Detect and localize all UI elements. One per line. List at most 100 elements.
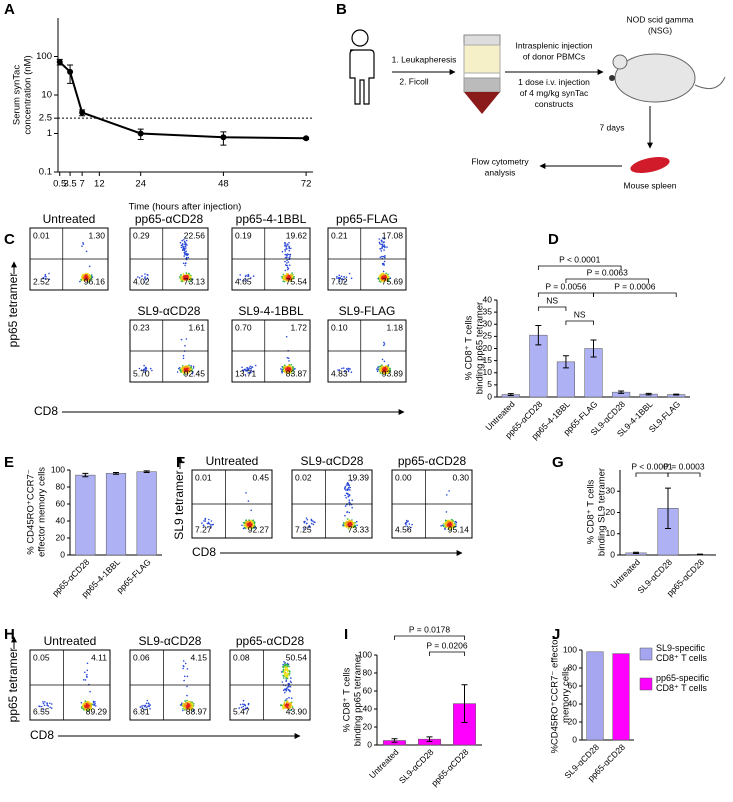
event-dot <box>281 250 284 253</box>
event-dot <box>383 238 386 240</box>
event-dot <box>286 686 289 688</box>
event-dot <box>186 668 189 670</box>
quadrant-label: 75.54 <box>286 276 308 286</box>
error-bar <box>645 392 652 396</box>
event-dot <box>148 705 150 707</box>
event-dot <box>186 707 188 709</box>
event-dot <box>151 369 153 372</box>
point <box>67 68 74 75</box>
y-tick-label: 100 <box>36 51 52 62</box>
event-dot <box>81 245 83 247</box>
quadrant-label: 0.29 <box>133 230 150 240</box>
event-dot <box>288 246 291 249</box>
significance-label: P < 0.0001 <box>559 254 600 264</box>
event-dot <box>288 249 291 252</box>
event-dot <box>183 239 185 241</box>
plot-title: pp65-4-1BBL <box>236 212 307 226</box>
event-dot <box>182 280 185 283</box>
event-dot <box>411 523 413 526</box>
event-dot <box>241 366 243 369</box>
event-dot <box>248 522 250 525</box>
event-dot <box>286 255 288 257</box>
event-dot <box>242 279 244 282</box>
event-dot <box>384 275 387 277</box>
event-dot <box>189 278 192 280</box>
y-tick-label: 80 <box>363 667 373 677</box>
x-tick-label: 48 <box>218 179 229 190</box>
event-dot <box>289 689 291 692</box>
event-dot <box>338 369 341 371</box>
event-dot <box>184 662 187 665</box>
event-dot <box>284 260 286 263</box>
event-dot <box>145 370 147 372</box>
event-dot <box>290 697 293 699</box>
event-dot <box>387 364 390 366</box>
event-dot <box>383 370 385 373</box>
event-dot <box>285 669 287 671</box>
event-dot <box>338 280 341 283</box>
event-dot <box>191 370 193 372</box>
event-dot <box>49 702 51 705</box>
event-dot <box>92 701 95 704</box>
event-dot <box>344 489 347 491</box>
y-tick-label: 100 <box>563 644 577 654</box>
event-dot <box>190 704 192 707</box>
quadrant-label: 0.02 <box>295 472 312 482</box>
event-dot <box>80 278 82 281</box>
significance-bracket <box>593 292 677 297</box>
event-dot <box>89 690 91 693</box>
event-dot <box>450 524 453 526</box>
plot-title: pp65-αCD28 <box>398 454 467 468</box>
quadrant-label: 17.08 <box>382 230 404 240</box>
event-dot <box>94 705 97 707</box>
event-dot <box>244 707 247 710</box>
event-dot <box>138 277 141 279</box>
event-dot <box>348 525 351 527</box>
event-dot <box>288 365 291 368</box>
quadrant-label: 95.14 <box>448 524 470 534</box>
event-dot <box>289 709 292 712</box>
event-dot <box>288 264 291 267</box>
event-dot <box>285 253 287 256</box>
event-dot <box>88 265 91 268</box>
event-dot <box>312 523 315 526</box>
y-axis-label: %CD45RO⁺CCR7⁻ effectormemory cells <box>549 636 571 753</box>
event-dot <box>252 523 255 525</box>
event-dot <box>387 368 390 371</box>
event-dot <box>81 274 84 276</box>
event-dot <box>286 663 289 666</box>
event-dot <box>336 275 338 278</box>
event-dot <box>285 675 287 677</box>
event-dot <box>286 370 288 373</box>
event-dot <box>281 370 283 373</box>
bar <box>612 653 630 741</box>
plot-title: SL9-4-1BBL <box>238 304 304 318</box>
event-dot <box>383 244 386 246</box>
event-dot <box>281 371 283 374</box>
event-dot <box>290 706 293 708</box>
y-tick-label: 40 <box>363 703 373 713</box>
event-dot <box>289 367 292 370</box>
event-dot <box>186 371 188 374</box>
event-dot <box>288 702 291 705</box>
event-dot <box>289 707 292 709</box>
quadrant-label: 0.05 <box>33 652 50 662</box>
event-dot <box>289 280 292 283</box>
legend-label: SL9-specific CD8⁺ T cells <box>656 643 707 663</box>
quadrant-label: 0.10 <box>331 322 348 332</box>
event-dot <box>292 368 294 370</box>
y-tick-label: 40 <box>568 698 578 708</box>
quadrant-label: 4.83 <box>331 368 348 378</box>
event-dot <box>346 518 349 520</box>
event-dot <box>345 484 348 486</box>
event-dot <box>384 246 386 249</box>
event-dot <box>285 688 288 690</box>
event-dot <box>283 703 286 705</box>
event-dot <box>91 703 93 706</box>
event-dot <box>382 270 385 273</box>
event-dot <box>183 253 186 255</box>
event-dot <box>287 708 289 710</box>
event-dot <box>381 246 384 249</box>
event-dot <box>378 369 381 371</box>
event-dot <box>191 278 193 280</box>
